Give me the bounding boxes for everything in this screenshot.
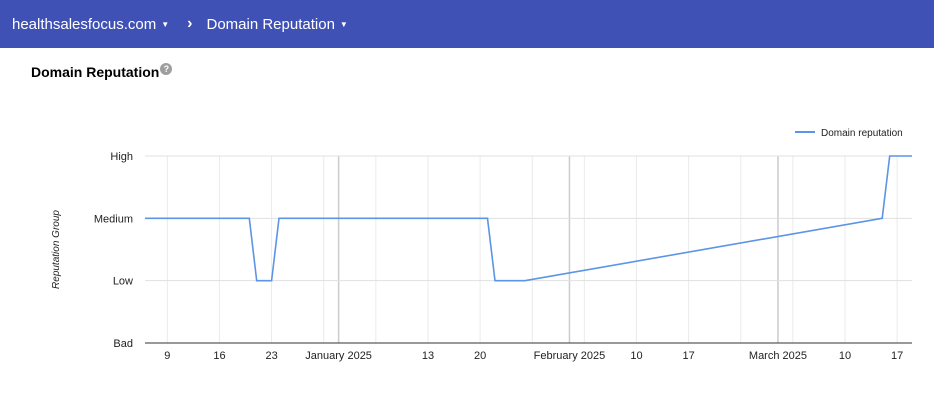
chevron-right-icon: › [187, 15, 193, 32]
x-tick-label: 17 [682, 350, 694, 362]
x-tick-label: 23 [265, 350, 277, 362]
help-icon[interactable]: ? [160, 63, 173, 75]
x-tick-label: February 2025 [534, 350, 606, 362]
property-name: healthsalesfocus.com [12, 15, 157, 33]
x-tick-label: 16 [213, 350, 225, 362]
x-tick-label: 17 [891, 350, 903, 362]
legend-label: Domain reputation [821, 128, 903, 139]
x-tick-label: March 2025 [749, 350, 807, 362]
report-selector[interactable]: Domain Reputation ▼ [207, 16, 348, 33]
x-tick-label: 10 [839, 350, 851, 362]
series-line [145, 155, 912, 282]
x-tick-label: 13 [422, 350, 434, 362]
top-bar: healthsalesfocus.com ▼ › Domain Reputati… [0, 0, 934, 48]
title-row: Domain Reputation ? [31, 63, 173, 80]
page-title: Domain Reputation [31, 64, 160, 80]
y-tick-label: Bad [113, 338, 133, 350]
caret-down-icon: ▼ [339, 20, 348, 29]
x-tick-label: January 2025 [305, 350, 372, 362]
y-axis-label: Reputation Group [51, 210, 62, 289]
x-tick-label: 20 [474, 350, 486, 362]
y-tick-label: High [110, 151, 133, 163]
y-tick-label: Medium [94, 213, 133, 225]
report-name: Domain Reputation [206, 15, 335, 33]
property-selector[interactable]: healthsalesfocus.com ▼ [12, 16, 169, 33]
x-tick-label: 10 [630, 350, 642, 362]
x-tick-label: 9 [164, 350, 170, 362]
caret-down-icon: ▼ [161, 20, 170, 29]
y-tick-label: Low [113, 276, 133, 288]
